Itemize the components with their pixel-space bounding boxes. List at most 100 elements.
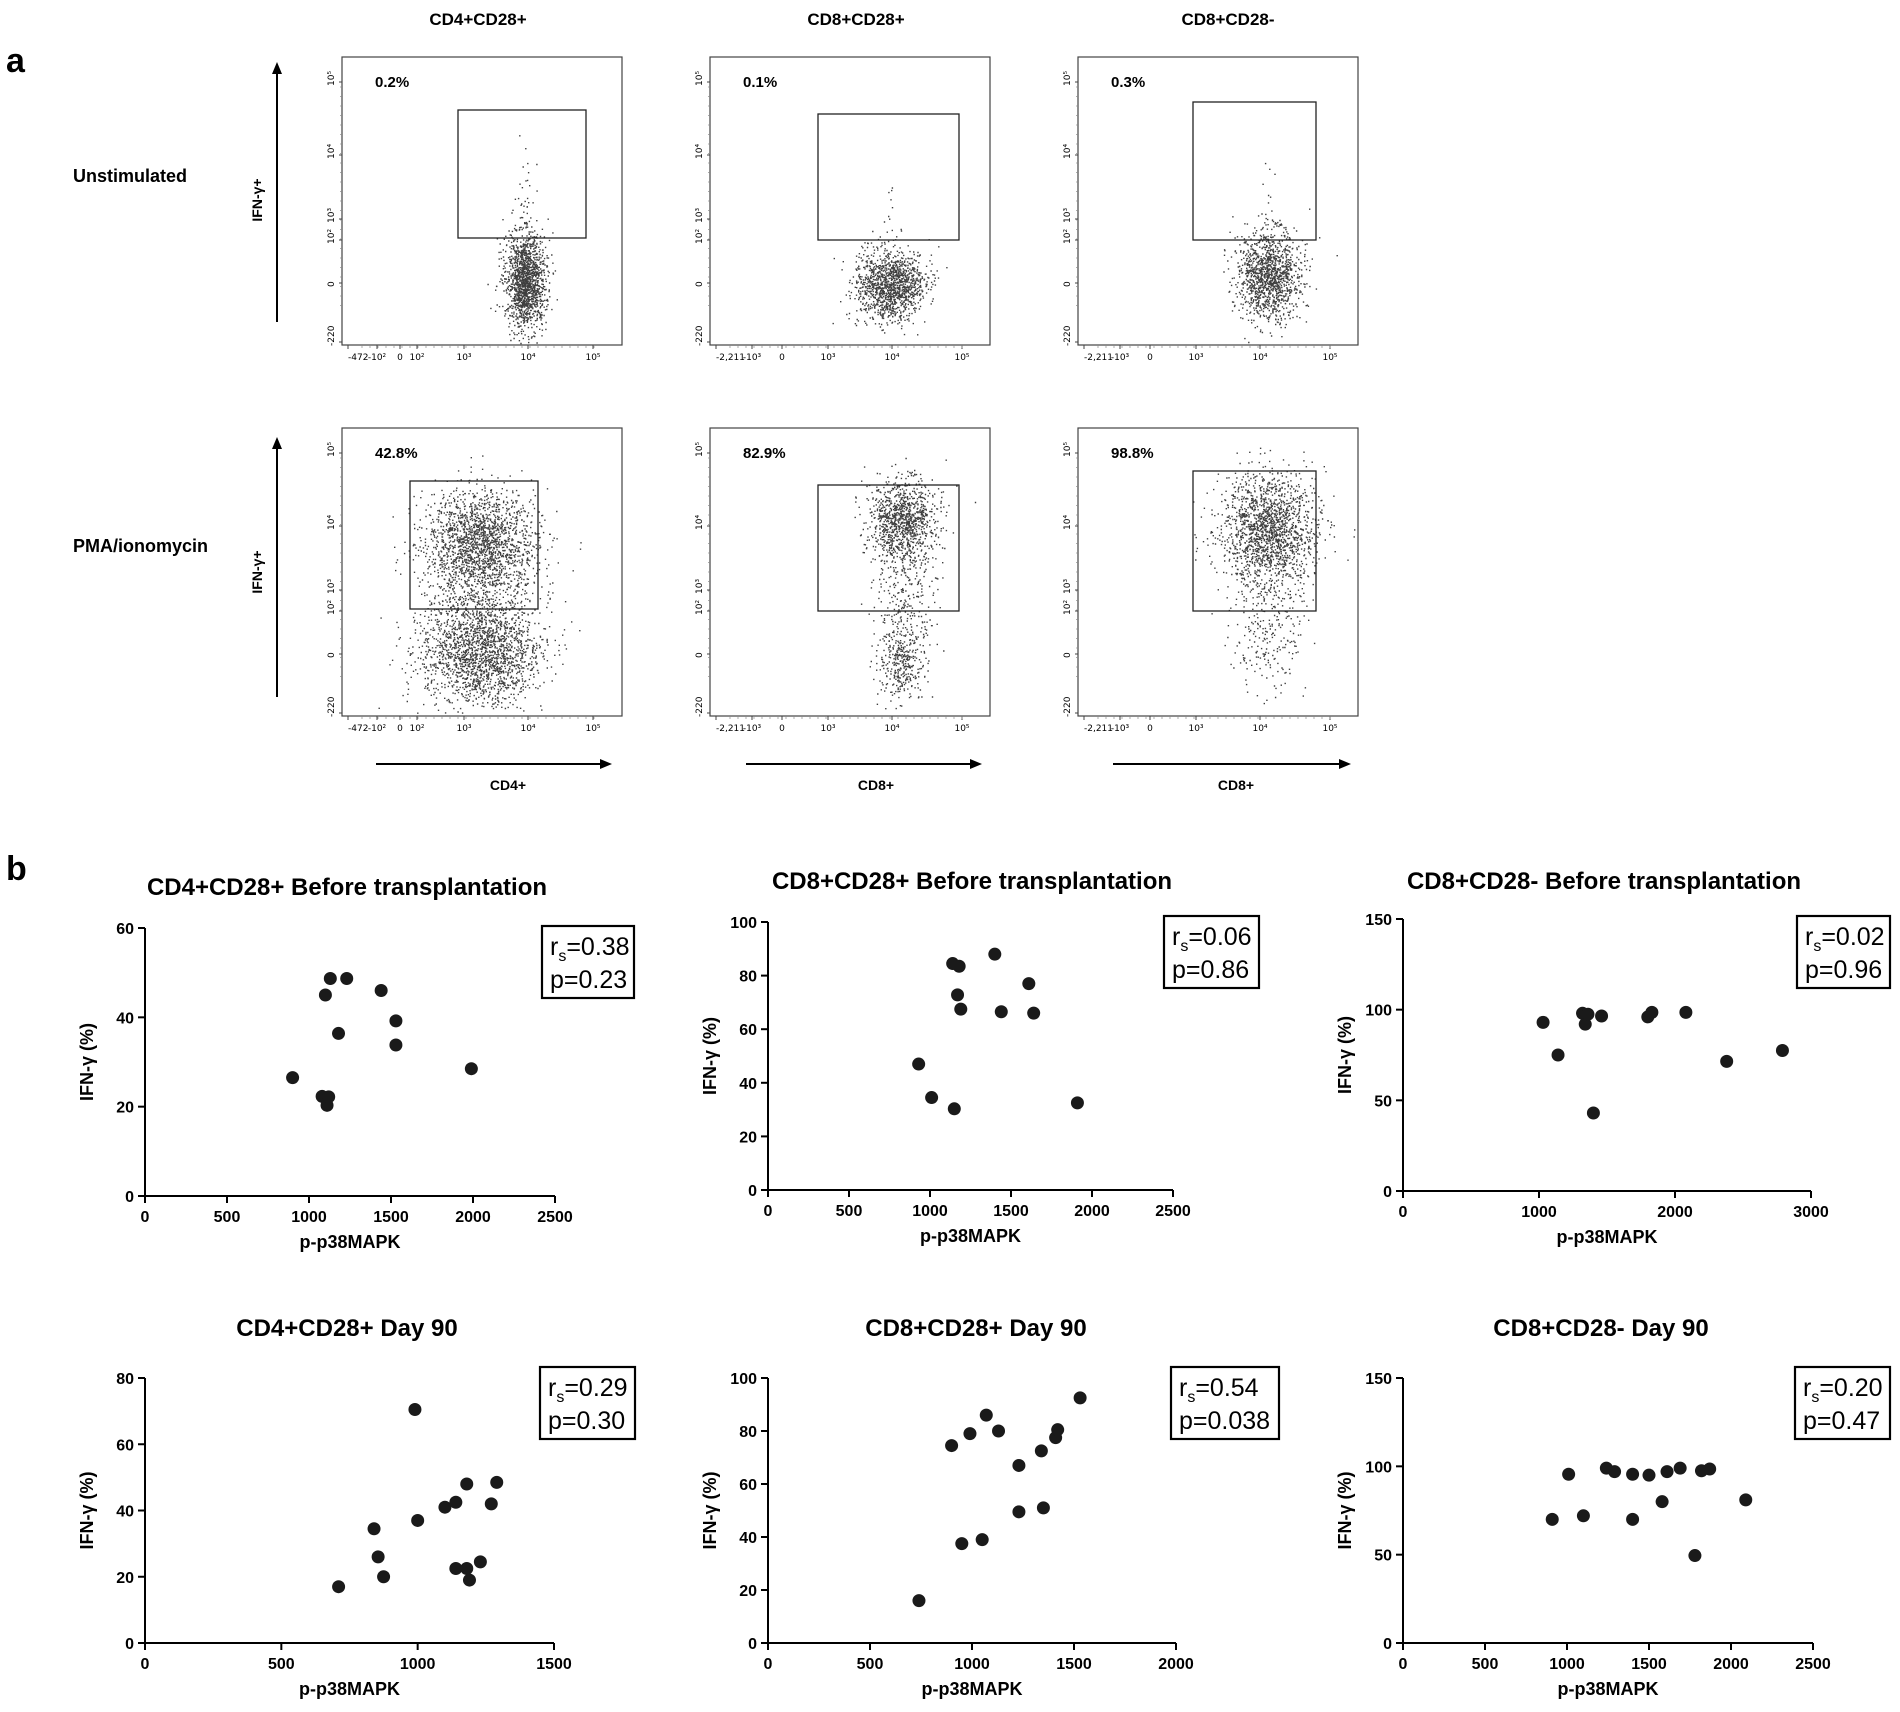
column-header-cd8cd28neg: CD8+CD28- [1181,10,1274,29]
data-point [322,1090,336,1104]
stats-box [1162,914,1261,990]
data-point [374,984,388,998]
data-point [460,1561,474,1575]
data-point [332,1580,346,1594]
data-point [1660,1465,1674,1479]
data-point [912,1057,926,1071]
data-point [490,1475,504,1489]
flow-plot-frame [1077,427,1359,717]
flow-x-tick-label: 10⁵ [954,353,969,363]
flow-gate [817,113,960,241]
data-point [1551,1048,1565,1062]
data-point [1626,1467,1640,1481]
scatter-chart: CD4+CD28+ Day 90 0 20 40 60 80 0 500 1000 1500 p-p… [77,1315,637,1699]
y-tick-label: 0 [1383,1184,1392,1201]
x-tick-label: 3000 [1793,1204,1829,1221]
y-tick-label: 60 [116,1437,134,1454]
flow-y-tick-label: 0 [327,281,337,287]
data-point [947,1102,961,1116]
flow-x-tick-label: 0 [1147,724,1153,734]
flow-x-axis-arrow-cd8 [746,759,982,769]
data-point [975,1533,989,1547]
data-point [1034,1444,1048,1458]
gate-percentage: 0.1% [743,74,777,91]
x-axis-label: p-p38MAPK [1556,1227,1657,1247]
x-tick-label: 1500 [993,1203,1029,1220]
flow-x-tick-label: -2,211 [1084,353,1113,363]
flow-gate [409,480,539,610]
y-tick-label: 80 [739,1424,757,1441]
data-point [318,988,332,1002]
data-point [286,1071,300,1085]
data-point [1720,1054,1734,1068]
data-point [988,947,1002,961]
y-tick-label: 20 [116,1570,134,1587]
flow-y-tick-label: -220 [695,696,705,717]
y-tick-label: 0 [748,1636,757,1653]
data-point [1051,1423,1065,1437]
y-axis-label: IFN-γ (%) [1335,1016,1355,1094]
y-tick-label: 20 [116,1100,134,1117]
flow-y-tick-label: 10³ [695,579,705,594]
data-point [1581,1007,1595,1021]
data-point [1070,1096,1084,1110]
data-point [1578,1017,1592,1031]
flow-y-tick-label: 10² [327,229,337,244]
data-point [1608,1465,1622,1479]
data-point [1073,1391,1087,1405]
y-tick-label: 0 [125,1189,134,1206]
data-point [925,1091,939,1105]
data-point [1012,1505,1026,1519]
chart-title: CD4+CD28+ Day 90 [236,1315,457,1342]
data-point [1645,1005,1659,1019]
x-tick-label: 500 [836,1203,863,1220]
y-tick-label: 100 [730,1371,757,1388]
y-tick-label: 40 [739,1530,757,1547]
flow-x-tick-label: -10³ [743,353,762,363]
column-header-cd8cd28pos: CD8+CD28+ [807,10,904,29]
x-tick-label: 1000 [1549,1656,1585,1673]
flow-y-tick-label: 10⁴ [327,144,337,159]
flow-x-tick-label: -10² [368,724,387,734]
flow-events [832,187,948,336]
flow-x-tick-label: 0 [1147,353,1153,363]
data-point [1679,1005,1693,1019]
gate-percentage: 42.8% [375,445,418,462]
flow-y-tick-label: 10² [1063,229,1073,244]
flow-plot: 98.8% -220 0 10² 10³ 10⁴ 10⁵ -2,211-10³ 0 10³ 10⁴ 1… [1063,427,1359,734]
x-tick-label: 2500 [1795,1656,1831,1673]
panel-a-label: a [6,42,26,80]
data-point [389,1038,403,1052]
x-axis-label: p-p38MAPK [1557,1679,1658,1699]
flow-y-tick-label: 0 [695,652,705,658]
data-point [473,1555,487,1569]
flow-events [378,455,582,714]
flow-x-tick-label: 10⁴ [520,353,535,363]
flow-x-tick-label: 0 [397,353,403,363]
p-value: p=0.30 [548,1407,625,1435]
x-axis-label: p-p38MAPK [299,1232,400,1252]
scatter-chart: CD4+CD28+ Before transplantation 0 20 40 60 0… [77,874,636,1252]
flow-x-axis-arrow-cd4 [376,759,612,769]
x-tick-label: 2500 [537,1209,573,1226]
y-tick-label: 150 [1365,1371,1392,1388]
chart-title: CD8+CD28+ Day 90 [865,1315,1086,1342]
data-point [1012,1458,1026,1472]
flow-x-tick-label: -2,211 [716,724,745,734]
flow-x-tick-label: 10³ [456,724,471,734]
flow-x-tick-label: 10³ [1188,353,1203,363]
y-tick-label: 100 [1365,1003,1392,1020]
y-tick-label: 40 [116,1010,134,1027]
x-tick-label: 500 [268,1656,295,1673]
stats-box [1793,1365,1892,1441]
chart-title: CD8+CD28- Before transplantation [1407,868,1801,895]
flow-x-tick-label: 10³ [1188,724,1203,734]
x-tick-label: 2000 [1657,1204,1693,1221]
data-point [1545,1512,1559,1526]
flow-y-tick-label: 10⁵ [695,442,705,457]
x-tick-label: 2000 [1158,1656,1194,1673]
flow-x-tick-label: 0 [397,724,403,734]
flow-y-tick-label: 10³ [327,579,337,594]
p-value: p=0.47 [1803,1407,1880,1435]
